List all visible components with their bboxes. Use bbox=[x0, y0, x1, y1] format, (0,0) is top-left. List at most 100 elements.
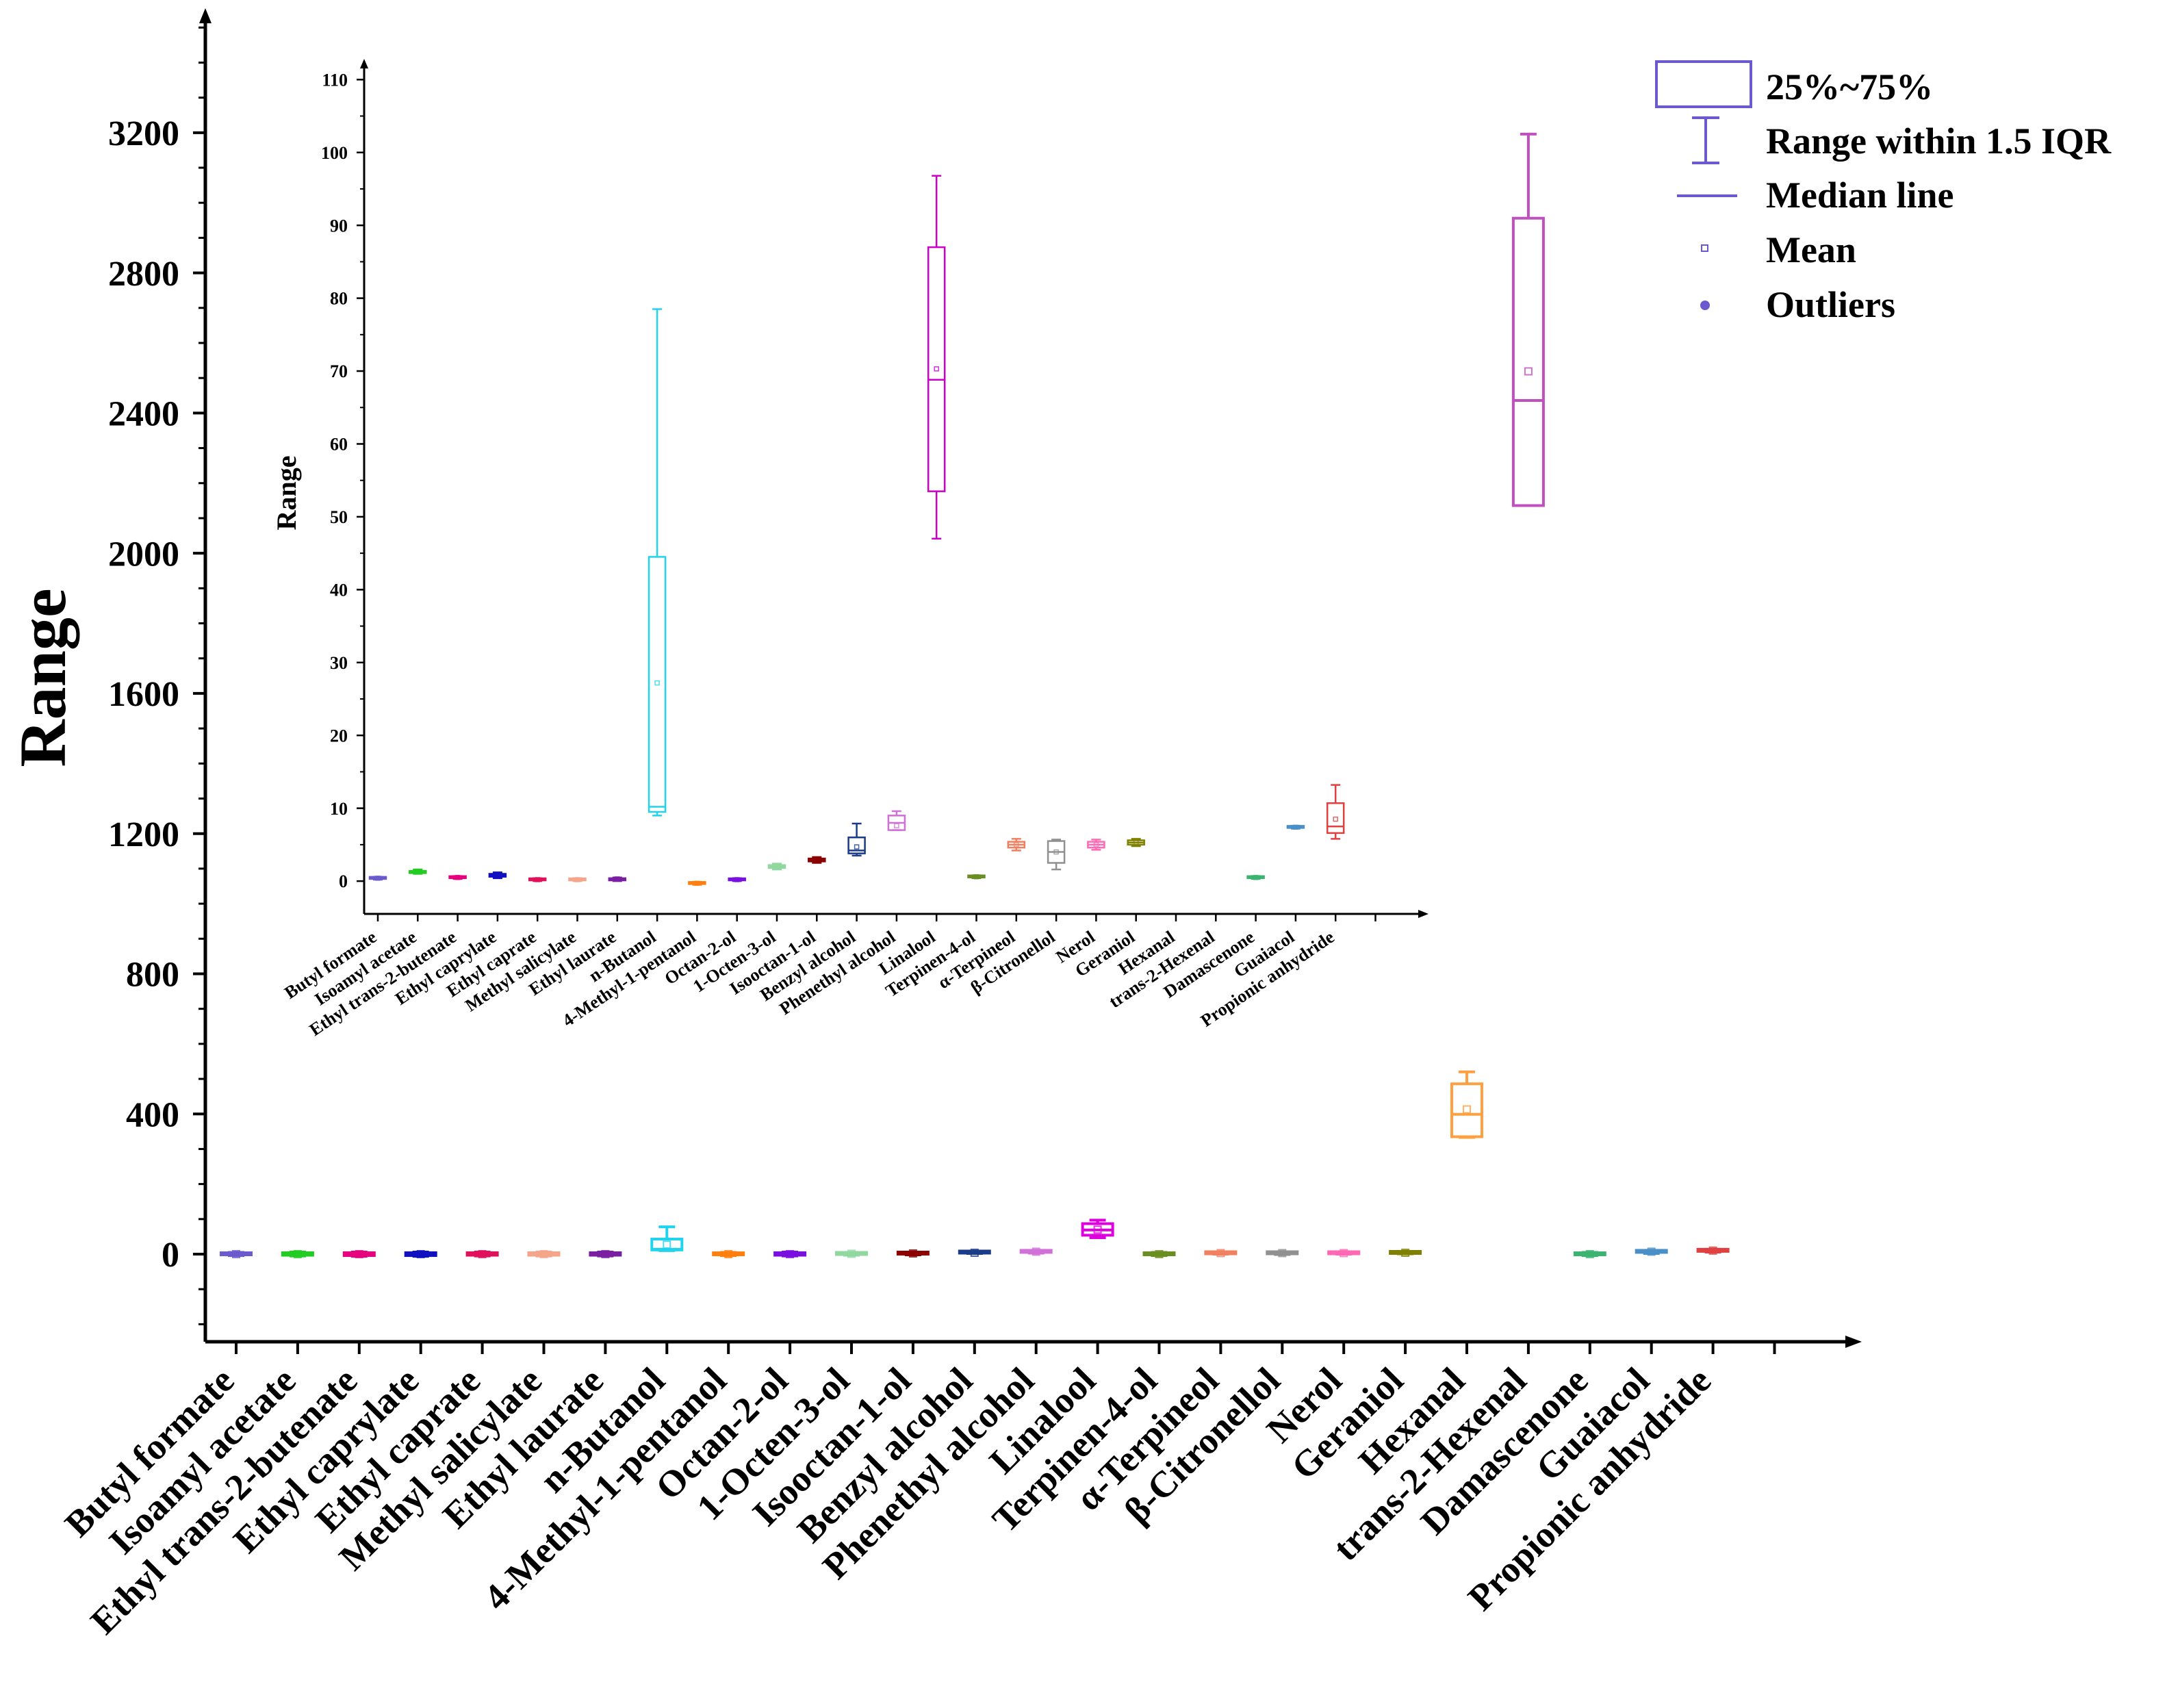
legend-mean-swatch bbox=[1701, 244, 1708, 252]
box-plot bbox=[281, 1250, 314, 1259]
box-plot bbox=[728, 877, 746, 882]
box-mean bbox=[601, 1250, 610, 1259]
box-plot bbox=[1696, 1246, 1730, 1255]
y-tick-label: 0 bbox=[162, 1236, 179, 1275]
box-plot bbox=[1007, 838, 1026, 852]
box-mean bbox=[539, 1250, 548, 1259]
legend-whisker-swatch bbox=[1692, 116, 1719, 164]
box-plot bbox=[1019, 1247, 1053, 1256]
y-tick-label: 0 bbox=[339, 871, 348, 891]
y-tick-label: 400 bbox=[126, 1095, 179, 1134]
box-mean bbox=[1708, 1246, 1717, 1255]
box-plot bbox=[1142, 1250, 1176, 1259]
box-iqr bbox=[648, 556, 667, 813]
box-plot bbox=[958, 1248, 991, 1257]
y-tick-label: 10 bbox=[330, 799, 348, 819]
box-mean bbox=[535, 877, 540, 882]
box-mean bbox=[1401, 1248, 1410, 1257]
y-tick-label: 800 bbox=[126, 956, 179, 995]
main-boxes bbox=[220, 132, 1730, 1259]
box-plot bbox=[648, 308, 667, 817]
main-y-axis-arrow bbox=[199, 8, 212, 23]
box-plot bbox=[887, 810, 906, 831]
y-tick-label: 2000 bbox=[108, 535, 179, 574]
inset-boxes bbox=[368, 175, 1345, 887]
box-mean bbox=[416, 1250, 425, 1259]
box-mean bbox=[375, 876, 381, 881]
y-tick-label: 70 bbox=[330, 361, 348, 381]
box-plot bbox=[712, 1250, 745, 1259]
box-plot bbox=[896, 1249, 930, 1258]
y-tick-label: 80 bbox=[330, 289, 348, 309]
inset-chart: 0 10 20 30 40 50 60 70 80 90 100 110 Butyl formateI… bbox=[271, 59, 1428, 1040]
box-plot bbox=[650, 1225, 684, 1252]
box-plot bbox=[1266, 1249, 1299, 1258]
box-plot bbox=[767, 863, 786, 871]
y-tick-label: 60 bbox=[330, 435, 348, 455]
box-mean bbox=[1216, 1249, 1225, 1258]
inset-x-axis-arrow bbox=[1418, 910, 1428, 918]
box-mean bbox=[1293, 824, 1298, 830]
legend-entry-box: 25%~75% bbox=[1766, 66, 1933, 107]
legend-box-swatch bbox=[1655, 60, 1752, 108]
box-mean bbox=[973, 874, 979, 880]
y-tick-label: 110 bbox=[322, 70, 348, 90]
box-plot bbox=[688, 880, 706, 887]
y-tick-label: 50 bbox=[330, 507, 348, 527]
legend: 25%~75% Range within 1.5 IQR Median line… bbox=[1655, 60, 2112, 325]
box-plot bbox=[1204, 1249, 1238, 1258]
legend-outlier-swatch bbox=[1700, 301, 1710, 310]
box-plot bbox=[409, 868, 427, 875]
box-mean bbox=[478, 1250, 487, 1259]
box-mean bbox=[1014, 842, 1019, 847]
box-mean bbox=[1278, 1249, 1287, 1258]
box-mean bbox=[1647, 1247, 1656, 1256]
box-mean bbox=[1133, 839, 1139, 845]
box-plot bbox=[1286, 824, 1305, 830]
box-plot bbox=[220, 1250, 253, 1259]
y-tick-label: 90 bbox=[330, 216, 348, 235]
box-plot bbox=[1081, 1219, 1114, 1239]
box-mean bbox=[1340, 1249, 1348, 1258]
box-plot bbox=[1087, 839, 1105, 851]
inset-y-axis-label: Range bbox=[271, 456, 302, 531]
box-plot bbox=[835, 1249, 868, 1258]
box-mean bbox=[694, 880, 700, 887]
main-y-ticks: 0 400 800 1200 1600 2000 2400 2800 3200 bbox=[108, 26, 205, 1325]
box-plot bbox=[808, 856, 826, 864]
y-tick-label: 40 bbox=[330, 580, 348, 600]
box-iqr bbox=[927, 246, 946, 492]
box-plot bbox=[1511, 132, 1545, 507]
box-mean bbox=[847, 1249, 856, 1258]
box-mean bbox=[814, 857, 820, 863]
legend-entry-mean: Mean bbox=[1766, 229, 1856, 270]
box-plot bbox=[368, 876, 387, 881]
box-mean bbox=[495, 872, 500, 878]
box-mean bbox=[654, 680, 660, 686]
box-mean bbox=[786, 1250, 795, 1259]
box-mean bbox=[1463, 1105, 1471, 1114]
box-plot bbox=[488, 871, 507, 880]
box-mean bbox=[1093, 1225, 1102, 1234]
box-mean bbox=[232, 1250, 240, 1259]
box-plot bbox=[465, 1250, 499, 1259]
box-plot bbox=[608, 876, 627, 882]
box-mean bbox=[1333, 816, 1338, 822]
box-mean bbox=[854, 844, 860, 850]
box-plot bbox=[342, 1250, 376, 1259]
box-mean bbox=[908, 1249, 917, 1258]
box-iqr bbox=[1326, 802, 1345, 834]
box-plot bbox=[448, 875, 467, 880]
box-plot bbox=[773, 1250, 807, 1259]
box-plot bbox=[568, 877, 587, 882]
y-tick-label: 3200 bbox=[108, 114, 179, 153]
legend-entry-median: Median line bbox=[1766, 175, 1954, 216]
box-plot bbox=[1047, 839, 1066, 871]
box-mean bbox=[415, 869, 421, 875]
box-plot bbox=[1635, 1247, 1668, 1256]
main-x-axis-arrow bbox=[1845, 1336, 1862, 1348]
